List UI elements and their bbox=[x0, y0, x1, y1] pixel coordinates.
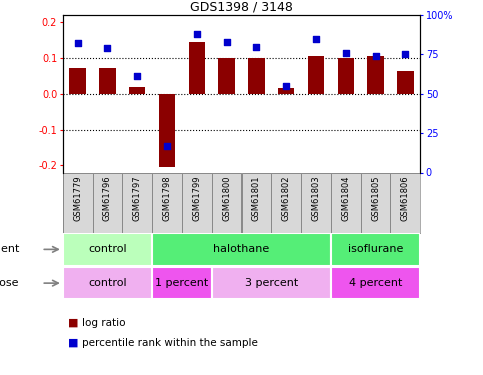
Text: GSM61798: GSM61798 bbox=[163, 176, 171, 221]
Text: 3 percent: 3 percent bbox=[245, 278, 298, 288]
Bar bbox=[301, 172, 331, 232]
Bar bbox=[182, 172, 212, 232]
Text: GSM61804: GSM61804 bbox=[341, 176, 350, 221]
Point bbox=[282, 83, 290, 89]
Point bbox=[193, 31, 201, 37]
Bar bbox=[70, 68, 86, 94]
Text: halothane: halothane bbox=[213, 244, 270, 254]
Bar bbox=[159, 94, 175, 167]
Bar bbox=[331, 233, 420, 266]
Point bbox=[104, 45, 112, 51]
Text: GSM61800: GSM61800 bbox=[222, 176, 231, 221]
Point bbox=[372, 53, 380, 59]
Title: GDS1398 / 3148: GDS1398 / 3148 bbox=[190, 1, 293, 14]
Bar bbox=[368, 56, 384, 94]
Text: control: control bbox=[88, 278, 127, 288]
Point bbox=[133, 74, 141, 80]
Bar bbox=[93, 172, 122, 232]
Bar bbox=[129, 87, 145, 94]
Bar bbox=[242, 172, 271, 232]
Point bbox=[74, 40, 82, 46]
Text: GSM61801: GSM61801 bbox=[252, 176, 261, 221]
Bar bbox=[212, 267, 331, 299]
Text: agent: agent bbox=[0, 244, 19, 254]
Bar bbox=[361, 172, 390, 232]
Bar bbox=[152, 172, 182, 232]
Text: GSM61797: GSM61797 bbox=[133, 176, 142, 221]
Bar bbox=[189, 42, 205, 94]
Bar bbox=[390, 172, 420, 232]
Point bbox=[163, 143, 171, 149]
Bar bbox=[331, 267, 420, 299]
Point bbox=[312, 36, 320, 42]
Point bbox=[223, 39, 230, 45]
Text: GSM61799: GSM61799 bbox=[192, 176, 201, 221]
Point bbox=[342, 50, 350, 56]
Text: log ratio: log ratio bbox=[82, 318, 126, 327]
Text: GSM61779: GSM61779 bbox=[73, 176, 82, 221]
Text: GSM61803: GSM61803 bbox=[312, 176, 320, 221]
Bar bbox=[99, 68, 115, 94]
Bar bbox=[218, 58, 235, 94]
Bar bbox=[152, 233, 331, 266]
Bar bbox=[212, 172, 242, 232]
Bar bbox=[308, 56, 324, 94]
Bar bbox=[152, 267, 212, 299]
Text: 1 percent: 1 percent bbox=[156, 278, 209, 288]
Text: 4 percent: 4 percent bbox=[349, 278, 402, 288]
Bar bbox=[271, 172, 301, 232]
Text: ■: ■ bbox=[68, 338, 78, 348]
Text: isoflurane: isoflurane bbox=[348, 244, 403, 254]
Bar bbox=[63, 172, 93, 232]
Text: GSM61806: GSM61806 bbox=[401, 176, 410, 221]
Text: control: control bbox=[88, 244, 127, 254]
Bar bbox=[248, 58, 265, 94]
Text: GSM61796: GSM61796 bbox=[103, 176, 112, 221]
Bar bbox=[63, 267, 152, 299]
Point bbox=[401, 51, 409, 57]
Bar bbox=[63, 233, 152, 266]
Bar bbox=[397, 71, 413, 94]
Bar bbox=[338, 58, 354, 94]
Bar bbox=[278, 88, 294, 94]
Text: ■: ■ bbox=[68, 318, 78, 327]
Text: percentile rank within the sample: percentile rank within the sample bbox=[82, 338, 258, 348]
Text: GSM61802: GSM61802 bbox=[282, 176, 291, 221]
Bar bbox=[122, 172, 152, 232]
Text: GSM61805: GSM61805 bbox=[371, 176, 380, 221]
Text: dose: dose bbox=[0, 278, 19, 288]
Bar bbox=[331, 172, 361, 232]
Point bbox=[253, 44, 260, 50]
